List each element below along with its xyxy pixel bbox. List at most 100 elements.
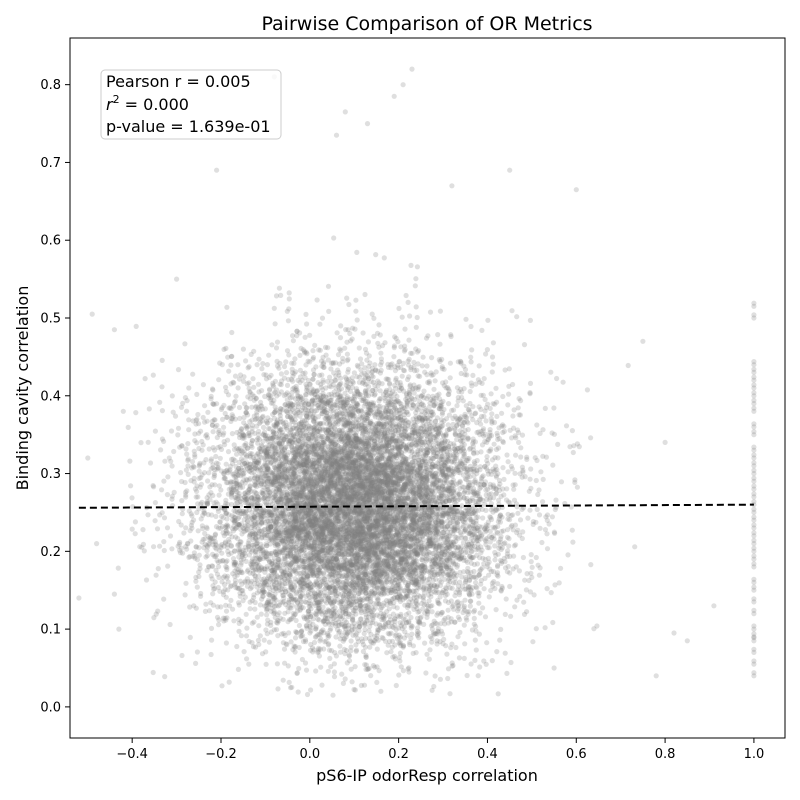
data-point	[223, 640, 229, 646]
data-point	[289, 546, 295, 552]
data-point	[451, 407, 457, 413]
data-point	[318, 530, 324, 536]
data-point	[318, 451, 324, 457]
data-point	[382, 443, 388, 449]
data-point	[292, 635, 299, 641]
data-point	[129, 526, 135, 532]
data-point	[308, 613, 314, 620]
data-point	[368, 535, 374, 541]
data-point	[463, 578, 469, 585]
data-point	[254, 409, 260, 415]
data-point	[319, 489, 325, 495]
data-point	[337, 649, 344, 655]
data-point	[533, 554, 539, 561]
data-point	[276, 486, 282, 492]
data-point	[632, 544, 638, 550]
data-point	[379, 359, 385, 365]
data-point	[231, 446, 238, 453]
data-point	[246, 552, 252, 558]
data-point	[292, 487, 298, 494]
data-point	[445, 675, 451, 682]
data-point	[320, 529, 326, 536]
data-point	[426, 513, 432, 520]
data-point	[132, 531, 138, 537]
data-point	[413, 498, 419, 504]
data-point	[373, 542, 379, 549]
data-point	[261, 589, 267, 595]
data-point	[497, 512, 503, 519]
data-point	[469, 555, 475, 561]
data-point	[392, 478, 398, 484]
data-point	[454, 564, 460, 570]
data-point	[303, 667, 310, 673]
data-point	[409, 467, 415, 473]
data-point	[384, 546, 390, 552]
data-point	[261, 550, 267, 556]
data-point	[403, 445, 409, 451]
data-point	[378, 538, 384, 545]
data-point	[408, 625, 414, 631]
data-point	[208, 625, 215, 632]
data-point	[455, 527, 461, 534]
data-point	[558, 479, 565, 485]
data-point	[279, 488, 285, 494]
data-point	[340, 523, 346, 529]
data-point	[528, 466, 534, 472]
data-point	[516, 396, 522, 402]
data-point	[361, 452, 368, 458]
data-point	[423, 487, 429, 493]
data-point	[483, 661, 489, 667]
data-point	[366, 529, 372, 535]
data-point	[246, 487, 252, 493]
data-point	[263, 661, 269, 667]
data-point	[387, 463, 393, 470]
data-point	[464, 569, 470, 575]
data-point	[449, 482, 455, 488]
data-point	[342, 523, 348, 530]
data-point	[339, 621, 345, 628]
data-point	[450, 488, 456, 494]
data-point	[259, 366, 265, 372]
data-point	[393, 626, 399, 633]
data-point	[365, 369, 371, 375]
data-point	[324, 420, 330, 427]
data-point	[339, 438, 345, 444]
data-point	[279, 482, 285, 488]
data-point	[283, 459, 289, 465]
data-point	[159, 384, 165, 390]
data-point	[414, 541, 420, 547]
data-point	[231, 518, 237, 524]
data-point	[335, 442, 341, 448]
data-point	[295, 514, 301, 520]
data-point	[438, 621, 444, 627]
data-point	[351, 433, 357, 439]
data-point	[385, 455, 391, 461]
data-point	[373, 470, 379, 477]
data-point	[297, 478, 303, 484]
data-point	[378, 350, 384, 356]
data-point	[401, 368, 407, 374]
data-point	[478, 550, 484, 556]
data-point	[381, 421, 387, 428]
data-point	[393, 464, 399, 470]
data-point	[329, 521, 335, 528]
data-point	[264, 599, 271, 606]
data-point	[461, 655, 467, 662]
data-point	[331, 669, 337, 675]
data-point	[308, 568, 314, 574]
data-point	[466, 455, 472, 461]
data-point	[265, 496, 271, 502]
data-point	[375, 470, 381, 476]
data-point	[298, 595, 304, 601]
data-point	[448, 554, 454, 561]
data-point	[316, 531, 322, 538]
data-point	[362, 489, 368, 495]
data-point	[287, 395, 293, 401]
data-point	[513, 542, 519, 548]
data-point	[413, 385, 419, 391]
data-point	[514, 314, 520, 320]
data-point	[379, 522, 385, 528]
data-point	[428, 516, 434, 522]
data-point	[132, 519, 138, 525]
